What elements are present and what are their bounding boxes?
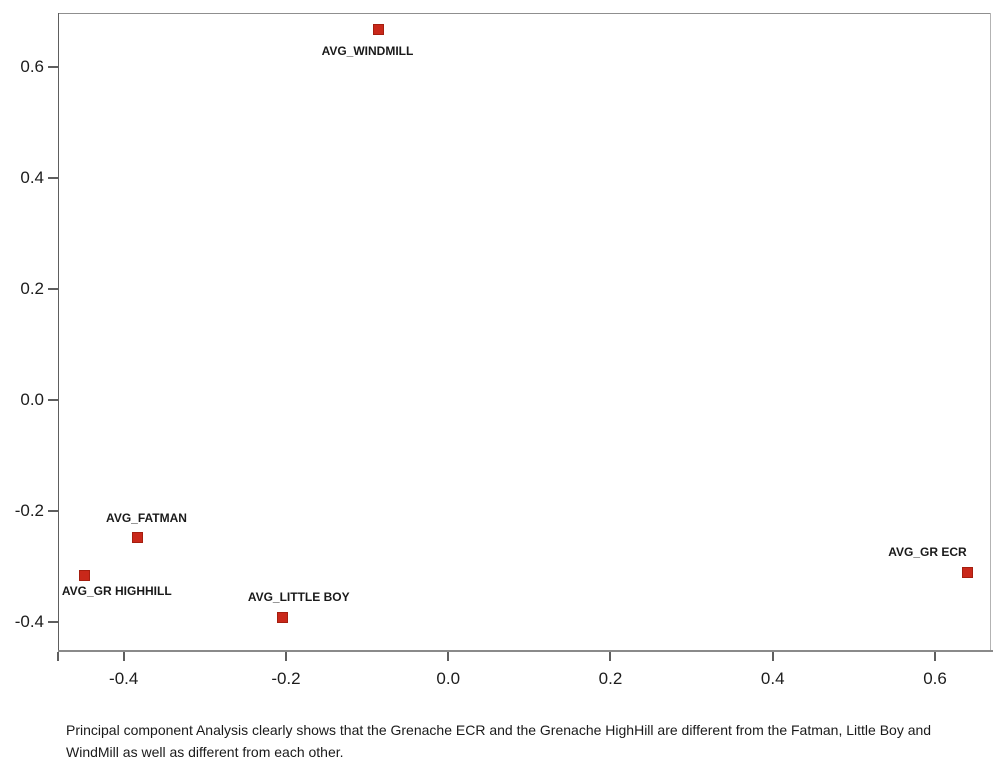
plot-border-right [990,13,991,652]
plot-area: 0.6 0.4 0.2 0.0 -0.2 -0.4 -0.4 -0.2 0.0 0.2 0.4 0.6… [15,13,993,688]
y-axis-tick-label: 0.4 [20,167,44,187]
figure-caption: Principal component Analysis clearly sho… [66,722,932,760]
x-axis-tick-label: -0.4 [109,669,139,688]
x-axis-tick-label: 0.6 [923,669,947,688]
y-axis-tick [48,176,58,179]
y-axis-tick-label: -0.4 [14,612,44,632]
data-point-label: AVG_GR ECR [888,545,967,560]
x-axis-tick-label: 0.0 [436,669,461,688]
x-axis-tick [447,652,450,661]
y-axis-tick-label: 0.6 [20,56,44,76]
x-axis-tick [122,652,125,661]
data-point-marker [277,611,289,623]
data-point-marker [961,566,973,578]
plot-border-top [58,13,991,14]
y-axis-tick [48,65,58,68]
y-axis-tick [48,509,58,512]
data-point-label: AVG_LITTLE BOY [247,590,350,605]
data-point-label: AVG_FATMAN [106,510,187,525]
x-axis-line [58,650,993,652]
y-axis-tick [48,287,58,290]
x-axis-edge-tick [57,652,59,661]
x-axis-tick [609,652,612,661]
x-axis-tick-label: 0.4 [760,669,785,688]
x-axis-tick-label: 0.2 [598,669,623,688]
x-axis-tick [771,652,774,661]
y-axis-tick-label: -0.2 [14,500,44,520]
data-point-marker [79,570,91,582]
x-axis-tick-label: -0.2 [271,669,301,688]
y-axis-tick [48,398,58,401]
data-point-marker [372,23,384,35]
x-axis-tick [284,652,287,661]
data-point-marker [132,532,143,544]
y-axis-tick-label: 0.2 [20,278,44,298]
y-axis-tick-label: 0.0 [20,389,44,409]
y-axis-line [58,13,59,661]
x-axis-tick [934,652,937,661]
data-point-label: AVG_WINDMILL [321,44,414,59]
data-point-label: AVG_GR HIGHHILL [61,583,172,598]
y-axis-tick [48,621,58,624]
